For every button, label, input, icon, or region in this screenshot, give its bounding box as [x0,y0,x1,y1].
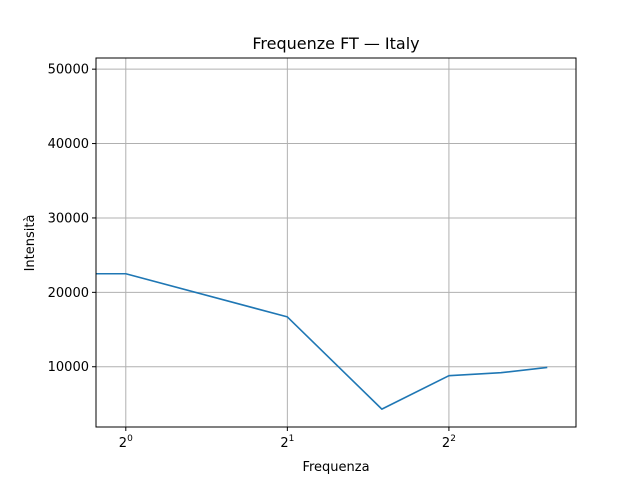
series-group [96,272,548,410]
x-tick-label: 22 [442,434,456,451]
series-line [96,272,548,410]
y-tick-label: 10000 [48,360,89,375]
x-axis-ticks: 20 21 22 [119,427,456,451]
y-axis-label: Intensità [23,215,38,272]
x-tick-label: 20 [119,434,133,451]
y-axis-ticks: 10000 20000 30000 40000 50000 [48,63,96,375]
y-tick-label: 30000 [48,211,89,226]
y-tick-label: 50000 [48,63,89,78]
x-axis-label: Frequenza [302,460,369,475]
grid-lines [96,58,576,427]
x-tick-label: 21 [280,434,294,451]
plot-frame [95,57,577,428]
chart-title: Frequenze FT — Italy [252,34,419,53]
y-tick-label: 20000 [48,286,89,301]
y-tick-label: 40000 [48,137,89,152]
